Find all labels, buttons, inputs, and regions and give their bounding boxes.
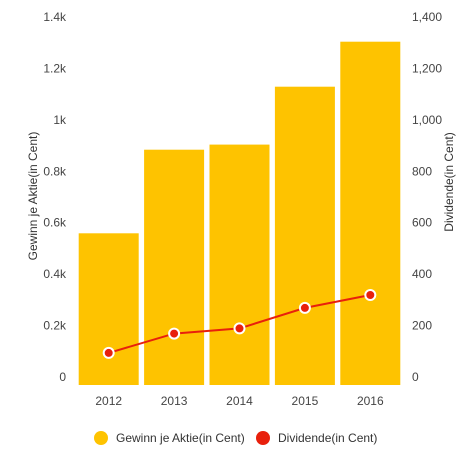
right-tick-label: 200 [412, 319, 432, 333]
x-axis-ticks: 2012 2013 2014 2015 2016 [95, 394, 384, 408]
right-tick-label: 400 [412, 267, 432, 281]
dividende-point-2012 [102, 346, 115, 359]
x-tick-label: 2016 [357, 394, 384, 408]
dividende-point-2013 [168, 327, 181, 340]
right-tick-label: 1,200 [412, 61, 442, 75]
legend-swatch-dividende [256, 431, 270, 445]
left-axis-ticks: 0 0.2k 0.4k 0.6k 0.8k 1k 1.2k 1.4k [43, 10, 67, 384]
right-tick-label: 1,400 [412, 10, 442, 24]
right-tick-label: 800 [412, 164, 432, 178]
legend-label-gewinn: Gewinn je Aktie(in Cent) [116, 431, 245, 445]
left-tick-label: 1k [53, 113, 67, 127]
right-tick-label: 600 [412, 216, 432, 230]
dividende-point-2015 [298, 301, 311, 314]
left-tick-label: 0.2k [43, 319, 67, 333]
x-tick-label: 2014 [226, 394, 253, 408]
bar-2014 [209, 144, 270, 385]
legend-label-dividende: Dividende(in Cent) [278, 431, 377, 445]
left-tick-label: 0.8k [43, 164, 67, 178]
left-axis-title: Gewinn je Aktie(in Cent) [26, 132, 40, 261]
right-tick-label: 1,000 [412, 113, 442, 127]
legend-item-dividende[interactable]: Dividende(in Cent) [256, 431, 377, 445]
left-tick-label: 1.4k [43, 10, 67, 24]
right-axis-title: Dividende(in Cent) [442, 132, 456, 231]
x-tick-label: 2012 [95, 394, 122, 408]
line-layer [102, 289, 377, 359]
bar-2015 [274, 86, 335, 385]
x-tick-label: 2015 [292, 394, 319, 408]
left-tick-label: 0.4k [43, 267, 67, 281]
bar-2013 [144, 149, 205, 385]
bar-2016 [340, 41, 401, 385]
legend-swatch-gewinn [94, 431, 108, 445]
legend-item-gewinn[interactable]: Gewinn je Aktie(in Cent) [94, 431, 245, 445]
right-axis-ticks: 0 200 400 600 800 1,000 1,200 1,400 [412, 10, 442, 384]
left-tick-label: 1.2k [43, 61, 67, 75]
right-tick-label: 0 [412, 370, 419, 384]
bar-2012 [78, 233, 139, 385]
dividende-point-2014 [233, 322, 246, 335]
dividende-point-2016 [364, 289, 377, 301]
bars-layer [78, 41, 401, 385]
left-tick-label: 0.6k [43, 216, 67, 230]
x-tick-label: 2013 [161, 394, 188, 408]
legend: Gewinn je Aktie(in Cent) Dividende(in Ce… [94, 431, 377, 445]
left-tick-label: 0 [59, 370, 66, 384]
